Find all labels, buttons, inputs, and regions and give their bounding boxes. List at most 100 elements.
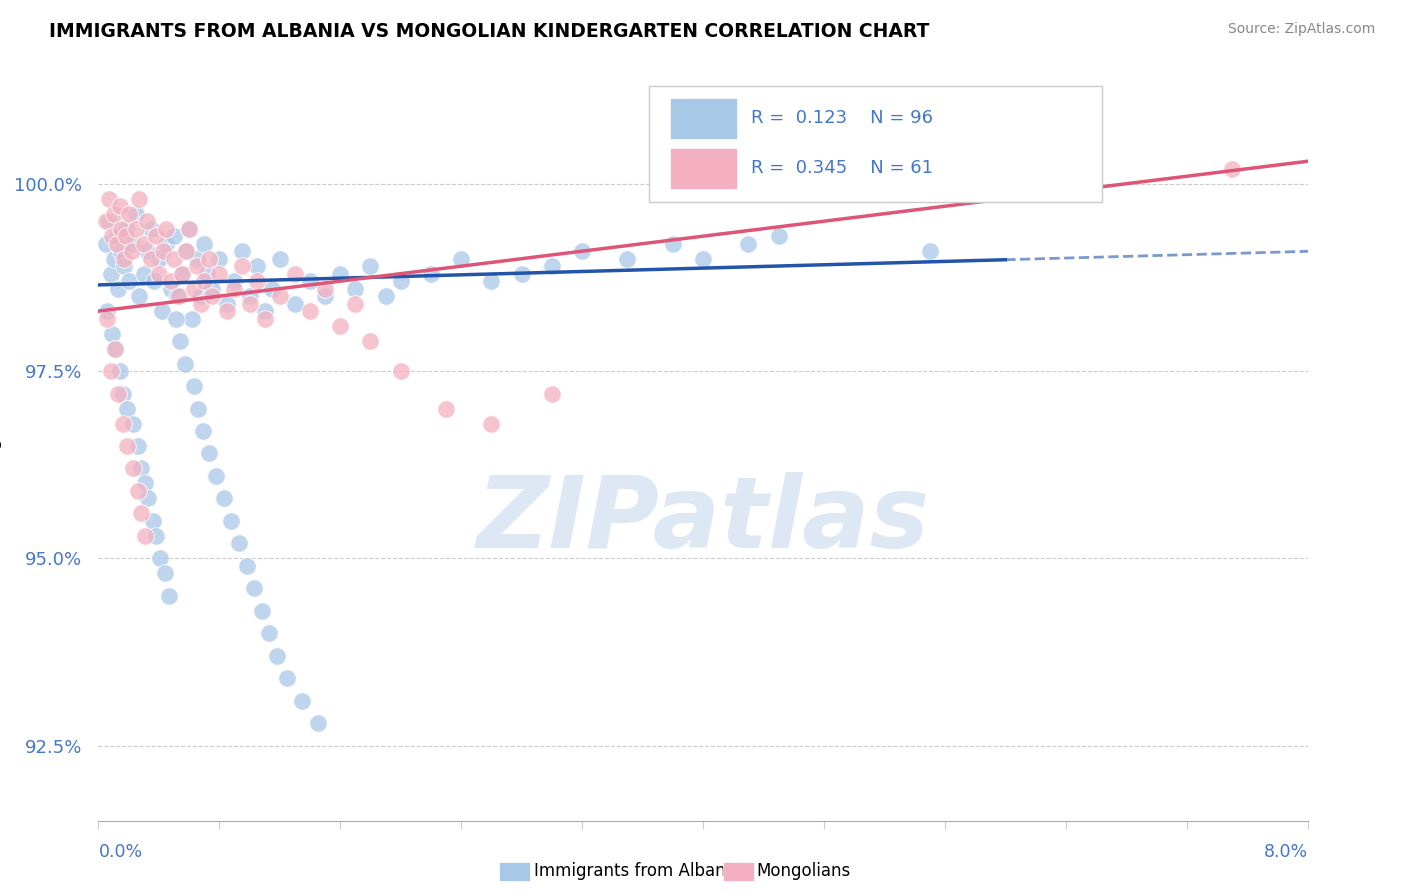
Point xyxy=(616,252,638,266)
Point xyxy=(163,252,186,266)
Point xyxy=(276,671,298,685)
Point xyxy=(134,476,156,491)
FancyBboxPatch shape xyxy=(648,87,1102,202)
Point xyxy=(115,401,138,416)
Point xyxy=(160,282,183,296)
Point xyxy=(212,491,235,506)
Point xyxy=(127,483,149,498)
Point xyxy=(107,282,129,296)
Point xyxy=(134,529,156,543)
Point xyxy=(145,229,167,244)
Point xyxy=(389,364,412,378)
Point xyxy=(692,252,714,266)
Point xyxy=(257,626,280,640)
Point xyxy=(284,296,307,310)
Point xyxy=(163,229,186,244)
Point xyxy=(112,252,135,266)
Point xyxy=(510,267,533,281)
Point xyxy=(239,296,262,310)
Point xyxy=(128,192,150,206)
Point xyxy=(224,282,246,296)
Point xyxy=(253,304,276,318)
Point xyxy=(111,417,134,431)
Point xyxy=(132,236,155,251)
Text: Source: ZipAtlas.com: Source: ZipAtlas.com xyxy=(1227,22,1375,37)
Point xyxy=(201,289,224,303)
Point xyxy=(108,199,131,213)
Point xyxy=(105,236,128,251)
Point xyxy=(344,282,367,296)
Point xyxy=(181,311,204,326)
Point xyxy=(374,289,396,303)
Point xyxy=(179,221,201,235)
Point xyxy=(329,319,352,334)
Point xyxy=(155,236,177,251)
Point xyxy=(246,274,269,288)
Point xyxy=(135,214,157,228)
Point xyxy=(129,507,152,521)
Point xyxy=(149,551,172,566)
Point xyxy=(661,236,683,251)
Point xyxy=(183,282,205,296)
Point xyxy=(148,267,170,281)
Point xyxy=(434,401,457,416)
Point xyxy=(104,342,127,356)
Point xyxy=(481,274,503,288)
Point xyxy=(540,386,562,401)
Point xyxy=(450,252,472,266)
Point xyxy=(111,386,134,401)
Point xyxy=(96,304,118,318)
Point xyxy=(108,364,131,378)
Point xyxy=(187,401,209,416)
Point xyxy=(231,244,253,259)
Point xyxy=(112,259,135,273)
Point xyxy=(205,469,228,483)
Point xyxy=(166,289,188,303)
Text: 0.0%: 0.0% xyxy=(98,843,142,861)
Point xyxy=(94,214,117,228)
Point xyxy=(132,267,155,281)
Point xyxy=(103,252,125,266)
Point xyxy=(155,221,177,235)
Point xyxy=(107,386,129,401)
Point xyxy=(115,439,138,453)
Point xyxy=(197,446,219,460)
Point xyxy=(918,244,941,259)
Point xyxy=(165,311,187,326)
Point xyxy=(314,289,336,303)
Point xyxy=(118,274,141,288)
Point xyxy=(190,289,212,303)
Point xyxy=(262,282,284,296)
Point xyxy=(299,304,322,318)
Point xyxy=(110,244,132,259)
Bar xyxy=(671,148,737,189)
Point xyxy=(314,282,336,296)
Point xyxy=(98,214,121,228)
Point xyxy=(269,289,291,303)
Point xyxy=(329,267,352,281)
Point xyxy=(208,252,231,266)
Point xyxy=(173,357,195,371)
Point xyxy=(136,491,159,506)
Point xyxy=(167,289,190,303)
Point xyxy=(197,252,219,266)
Point xyxy=(1220,161,1243,176)
Text: R =  0.345    N = 61: R = 0.345 N = 61 xyxy=(751,159,934,177)
Point xyxy=(193,274,215,288)
Point xyxy=(284,267,307,281)
Point xyxy=(128,289,150,303)
Text: ZIPatlas: ZIPatlas xyxy=(477,473,929,569)
Point xyxy=(183,379,205,393)
Point xyxy=(215,296,238,310)
Point xyxy=(231,259,253,273)
Point xyxy=(224,274,246,288)
Point xyxy=(169,334,191,348)
Point xyxy=(127,439,149,453)
Point xyxy=(118,207,141,221)
Point xyxy=(768,229,790,244)
Point xyxy=(360,334,382,348)
Point xyxy=(145,529,167,543)
Point xyxy=(101,229,124,244)
Point xyxy=(129,461,152,475)
Point xyxy=(121,244,143,259)
